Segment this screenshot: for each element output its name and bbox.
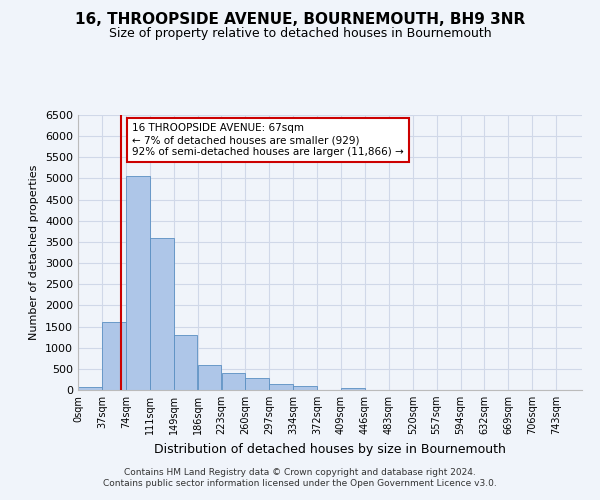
Y-axis label: Number of detached properties: Number of detached properties [29, 165, 40, 340]
Bar [245, 378, 269, 390]
Bar [174, 335, 197, 390]
Bar [197, 364, 221, 390]
Bar [221, 373, 245, 390]
Bar [293, 386, 317, 390]
Bar [78, 387, 102, 390]
Text: Contains HM Land Registry data © Crown copyright and database right 2024.
Contai: Contains HM Land Registry data © Crown c… [103, 468, 497, 487]
X-axis label: Distribution of detached houses by size in Bournemouth: Distribution of detached houses by size … [154, 442, 506, 456]
Bar [126, 176, 149, 390]
Bar [341, 388, 365, 390]
Bar [150, 238, 173, 390]
Text: Size of property relative to detached houses in Bournemouth: Size of property relative to detached ho… [109, 28, 491, 40]
Text: 16, THROOPSIDE AVENUE, BOURNEMOUTH, BH9 3NR: 16, THROOPSIDE AVENUE, BOURNEMOUTH, BH9 … [75, 12, 525, 28]
Bar [102, 322, 125, 390]
Bar [269, 384, 293, 390]
Text: 16 THROOPSIDE AVENUE: 67sqm
← 7% of detached houses are smaller (929)
92% of sem: 16 THROOPSIDE AVENUE: 67sqm ← 7% of deta… [132, 124, 404, 156]
